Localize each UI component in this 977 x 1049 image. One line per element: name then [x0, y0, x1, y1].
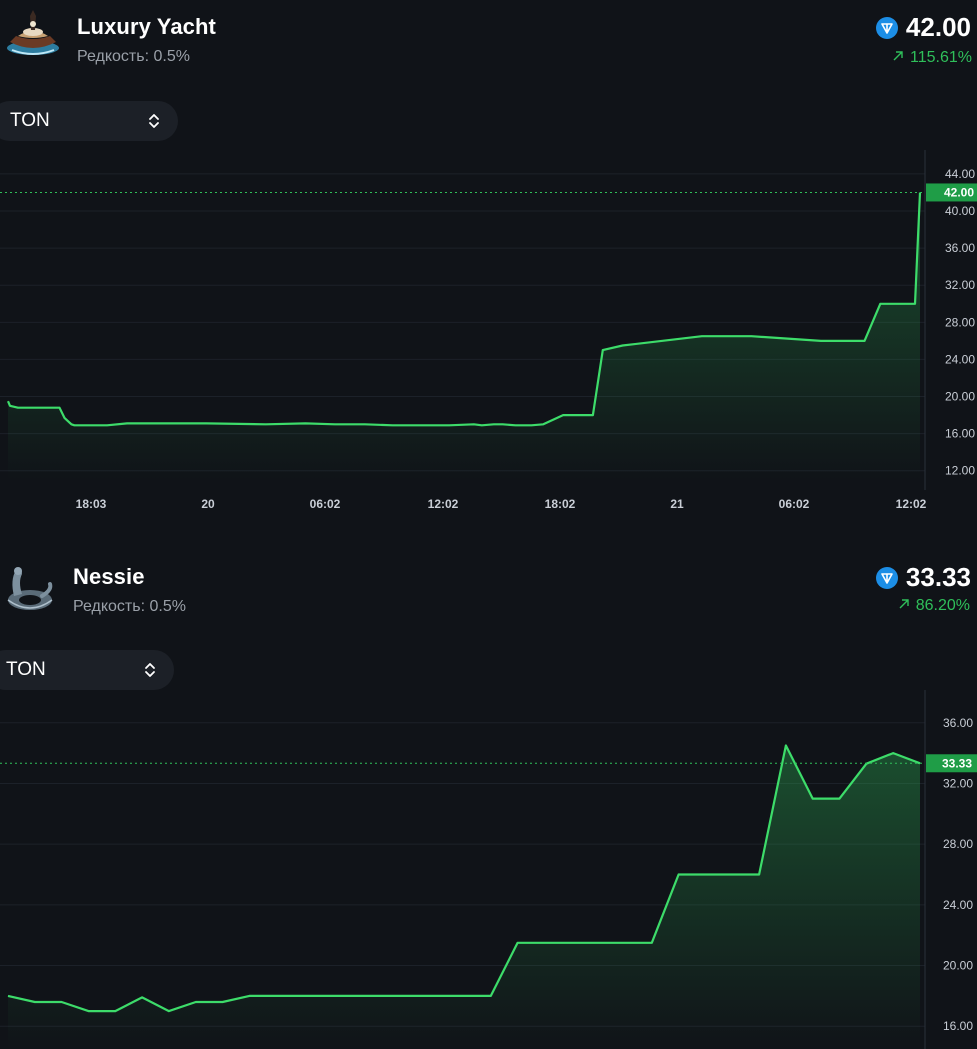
inflatable-dinosaur-thumbnail-icon	[0, 560, 58, 618]
y-tick-label: 36.00	[943, 716, 973, 730]
x-tick-label: 06:02	[779, 497, 810, 511]
currency-select[interactable]: TON	[0, 101, 178, 141]
x-tick-label: 06:02	[310, 497, 341, 511]
arrow-up-right-icon	[898, 597, 910, 615]
item-name: Luxury Yacht	[77, 14, 216, 39]
yacht-thumbnail-icon	[4, 6, 62, 64]
chevron-up-down-icon	[144, 662, 156, 678]
x-tick-label: 12:02	[896, 497, 927, 511]
arrow-up-right-icon	[892, 49, 904, 67]
price-chart: 44.00 40.00 36.00 32.00 28.00 24.00 20.00 16.00…	[0, 150, 977, 511]
y-tick-label: 28.00	[945, 315, 975, 329]
price-area	[8, 745, 920, 1049]
price-display: 33.33	[875, 562, 971, 593]
y-tick-label: 28.00	[943, 837, 973, 851]
x-tick-label: 12:02	[428, 497, 459, 511]
y-tick-label: 24.00	[943, 898, 973, 912]
current-price-tag-label: 42.00	[944, 185, 974, 199]
x-tick-label: 20	[201, 497, 215, 511]
item-rarity: Редкость: 0.5%	[77, 48, 190, 65]
current-price-tag-label: 33.33	[942, 756, 972, 770]
price-line	[6, 192, 922, 427]
y-tick-label: 16.00	[943, 1019, 973, 1033]
price-area	[8, 192, 920, 480]
y-tick-label: 44.00	[945, 167, 975, 181]
price-display: 42.00	[875, 12, 971, 43]
current-price-tag	[926, 183, 977, 202]
y-tick-label: 24.00	[945, 352, 975, 366]
current-price-tag	[926, 754, 977, 773]
y-tick-label: 32.00	[943, 776, 973, 790]
y-tick-label: 16.00	[945, 427, 975, 441]
item-card-nessie: Nessie Редкость: 0.5% 33.33 86.20% TON 3…	[0, 548, 977, 1049]
price-change-value: 86.20%	[915, 597, 970, 614]
currency-select-value: TON	[10, 110, 50, 131]
y-tick-label: 12.00	[945, 464, 975, 478]
chevron-up-down-icon	[148, 113, 160, 129]
x-tick-label: 21	[670, 497, 684, 511]
item-name: Nessie	[73, 564, 145, 589]
y-tick-label: 36.00	[945, 241, 975, 255]
y-tick-label: 20.00	[943, 959, 973, 973]
ton-icon	[875, 566, 898, 589]
y-tick-label: 20.00	[945, 390, 975, 404]
x-tick-label: 18:03	[76, 497, 107, 511]
price-chart: 36.00 32.00 28.00 24.00 20.00 16.00 33.33	[0, 690, 977, 1049]
price-change-value: 115.61%	[910, 49, 972, 66]
x-tick-label: 18:02	[545, 497, 576, 511]
item-rarity: Редкость: 0.5%	[73, 598, 186, 615]
price-change: 86.20%	[898, 597, 970, 615]
currency-select-value: TON	[6, 659, 46, 680]
y-tick-label: 40.00	[945, 204, 975, 218]
item-price: 42.00	[905, 12, 971, 42]
currency-select[interactable]: TON	[0, 650, 174, 690]
item-card-luxury-yacht: Luxury Yacht Редкость: 0.5% 42.00 115.61…	[0, 0, 977, 520]
item-price: 33.33	[905, 562, 971, 592]
y-tick-label: 32.00	[945, 278, 975, 292]
price-line	[7, 744, 921, 1013]
ton-icon	[875, 16, 898, 39]
price-change: 115.61%	[892, 49, 972, 67]
